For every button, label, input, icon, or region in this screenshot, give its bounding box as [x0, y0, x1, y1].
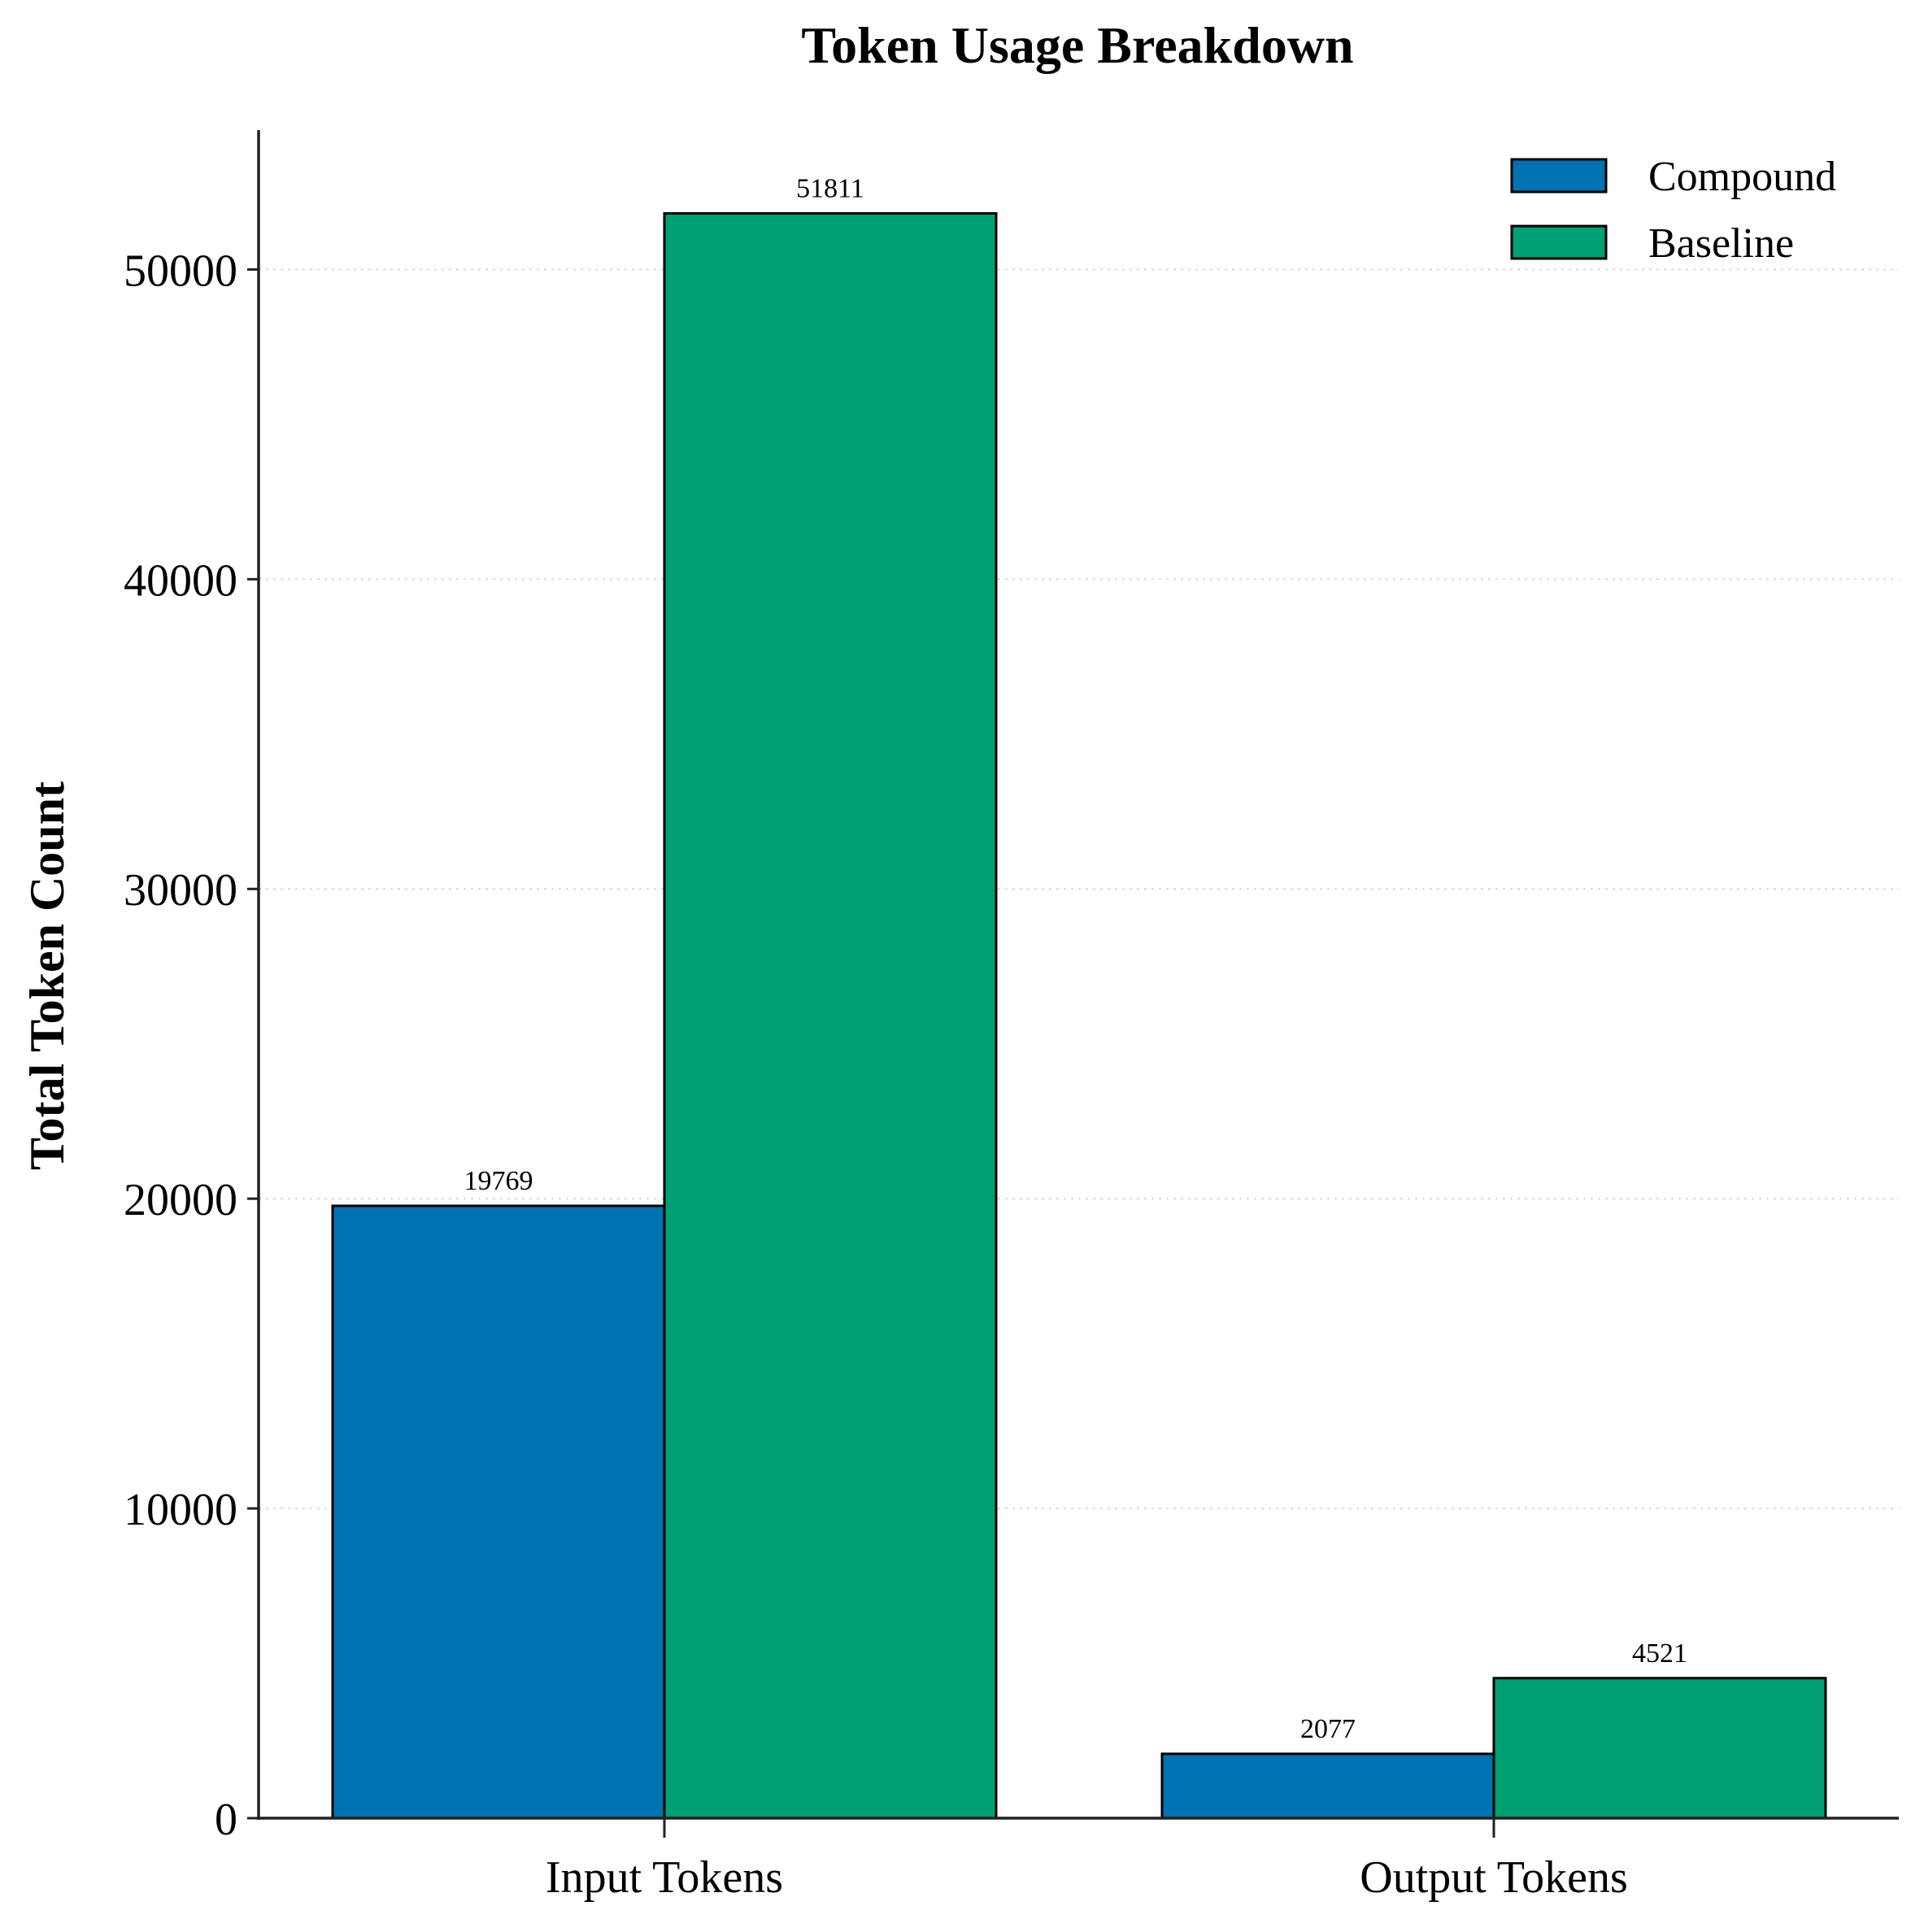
y-tick-label: 30000 [124, 865, 237, 916]
bar-baseline-input-tokens [663, 211, 998, 1820]
bar-value-label: 19769 [464, 1166, 533, 1196]
bar-value-label: 4521 [1632, 1638, 1687, 1669]
y-tick-label: 0 [215, 1795, 237, 1845]
legend-label-compound: Compound [1648, 154, 1836, 200]
bar-compound-output-tokens [1160, 1752, 1495, 1820]
legend: Compound Baseline [1510, 154, 1836, 267]
chart-title: Token Usage Breakdown [801, 16, 1353, 74]
y-tick-label: 20000 [124, 1175, 237, 1225]
bar-compound-input-tokens [331, 1204, 666, 1820]
bar-value-label: 2077 [1300, 1714, 1356, 1744]
bar-baseline-output-tokens [1492, 1677, 1827, 1820]
legend-swatch-baseline [1510, 224, 1608, 260]
y-axis-label: Total Token Count [20, 781, 74, 1170]
x-tick-label: Input Tokens [546, 1852, 783, 1903]
gridlines [259, 268, 1899, 1510]
x-tick-label: Output Tokens [1360, 1852, 1628, 1903]
bar-value-label: 51811 [796, 173, 864, 203]
legend-label-baseline: Baseline [1648, 220, 1794, 267]
legend-swatch-compound [1510, 158, 1608, 194]
y-tick-label: 40000 [124, 555, 237, 606]
y-tick-label: 50000 [124, 246, 237, 296]
bars [331, 211, 1827, 1820]
y-tick-label: 10000 [124, 1485, 237, 1535]
value-labels: 19769 51811 2077 4521 [464, 173, 1688, 1743]
axes: 0 10000 20000 30000 40000 50000 Input Tokens Ou… [124, 130, 1899, 1903]
